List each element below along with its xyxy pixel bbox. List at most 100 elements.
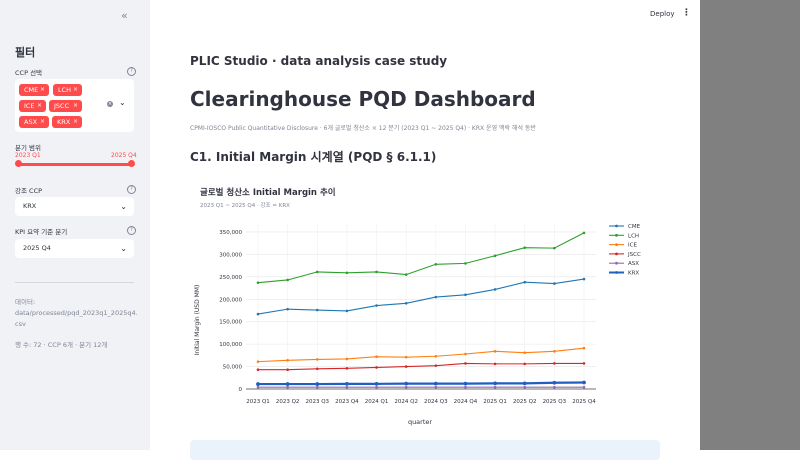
y-tick-label: 0	[239, 387, 243, 393]
data-point-cme	[286, 307, 289, 311]
deploy-button[interactable]: Deploy	[650, 10, 675, 18]
chart-subtitle: 2023 Q1 ~ 2025 Q4 · 강조 = KRX	[200, 202, 290, 209]
help-icon[interactable]: ?	[127, 67, 136, 76]
legend-label: ICE	[628, 243, 637, 249]
data-point-jscc	[375, 366, 378, 369]
data-point-jscc	[256, 368, 260, 372]
chip-asx[interactable]: ASX ×	[19, 116, 49, 128]
chip-lch[interactable]: LCH ×	[53, 84, 82, 96]
data-point-cme	[553, 282, 556, 285]
data-point-krx	[345, 381, 349, 386]
chip-label: JSCC	[54, 102, 70, 110]
sidebar-title: 필터	[15, 46, 36, 59]
series-line-cme	[257, 278, 585, 315]
kpi-quarter-label: KPI 요약 기준 분기	[15, 228, 68, 236]
legend-marker	[615, 252, 618, 256]
range-start-handle[interactable]	[15, 160, 22, 167]
main-content	[150, 0, 700, 450]
sidebar: « 필터 CCP 선택 ? CME × LCH × ICE × JSCC × ASX × …	[0, 0, 150, 450]
data-point-ice	[345, 357, 349, 361]
chip-cme[interactable]: CME ×	[19, 84, 49, 96]
data-label: 데이터:	[15, 298, 36, 306]
range-end-handle[interactable]	[128, 160, 135, 167]
y-tick-label: 100,000	[219, 342, 242, 348]
clear-all-icon[interactable]: ×	[107, 101, 113, 107]
data-point-ice	[434, 354, 438, 358]
data-point-cme	[464, 293, 467, 297]
data-point-lch	[286, 278, 289, 282]
y-tick-label: 150,000	[219, 320, 242, 326]
ccp-select-label: CCP 선택	[15, 69, 43, 77]
series-line-lch	[257, 232, 585, 284]
collapse-sidebar-icon[interactable]: «	[121, 9, 128, 22]
data-point-krx	[433, 381, 438, 386]
data-point-asx	[375, 385, 378, 389]
y-tick-label: 250,000	[219, 275, 242, 281]
y-tick-label: 300,000	[219, 252, 242, 258]
remove-icon[interactable]: ×	[72, 118, 78, 125]
data-point-jscc	[404, 365, 408, 368]
data-point-asx	[404, 385, 408, 389]
studio-title: PLIC Studio · data analysis case study	[190, 54, 448, 68]
remove-icon[interactable]: ×	[39, 118, 45, 125]
x-tick-label: 2024 Q1	[365, 399, 389, 405]
data-point-cme	[493, 288, 497, 291]
ccp-multiselect[interactable]: CME × LCH × ICE × JSCC × ASX × KRX × × ⌄	[15, 79, 134, 132]
data-point-asx	[582, 385, 586, 389]
section-title: C1. Initial Margin 시계열 (PQD § 6.1.1)	[190, 150, 437, 164]
x-tick-label: 2024 Q2	[394, 399, 418, 405]
legend-label: ASX	[628, 261, 639, 267]
data-point-ice	[464, 352, 467, 356]
data-point-asx	[493, 385, 497, 389]
data-point-asx	[286, 385, 289, 389]
data-point-krx	[522, 381, 527, 386]
remove-icon[interactable]: ×	[72, 102, 78, 109]
remove-icon[interactable]: ×	[72, 86, 78, 93]
x-tick-label: 2024 Q3	[424, 399, 448, 405]
data-path: data/processed/pqd_2023q1_2025q4.csv	[15, 309, 138, 328]
x-tick-label: 2023 Q4	[335, 399, 359, 405]
kpi-quarter-select[interactable]: 2025 Q4 ⌄	[15, 239, 134, 258]
chip-label: CME	[24, 86, 39, 94]
chip-jscc[interactable]: JSCC ×	[49, 100, 82, 112]
help-icon[interactable]: ?	[127, 185, 136, 194]
data-point-lch	[582, 231, 586, 235]
y-tick-label: 50,000	[223, 365, 243, 371]
legend-marker	[615, 233, 618, 237]
y-tick-label: 200,000	[219, 297, 242, 303]
data-point-krx	[552, 380, 557, 385]
data-point-jscc	[553, 362, 556, 365]
more-menu-icon[interactable]: ⋮	[682, 8, 691, 18]
data-point-ice	[582, 346, 586, 350]
y-axis-label: Initial Margin (USD MM)	[194, 285, 201, 356]
data-point-ice	[315, 358, 319, 361]
x-tick-label: 2025 Q1	[483, 399, 507, 405]
x-tick-label: 2023 Q3	[305, 399, 329, 405]
data-point-asx	[315, 385, 319, 389]
data-point-cme	[434, 295, 438, 299]
remove-icon[interactable]: ×	[39, 86, 45, 93]
data-point-cme	[523, 280, 527, 284]
help-icon[interactable]: ?	[127, 226, 136, 235]
legend-label: CME	[628, 224, 641, 230]
data-point-ice	[553, 350, 556, 353]
data-point-lch	[493, 254, 497, 258]
chip-krx[interactable]: KRX ×	[52, 116, 82, 128]
data-point-ice	[286, 358, 289, 362]
data-point-krx	[256, 382, 260, 386]
data-point-cme	[582, 277, 586, 281]
data-point-asx	[256, 385, 260, 389]
chip-ice[interactable]: ICE ×	[19, 100, 46, 112]
chip-label: KRX	[57, 118, 71, 126]
data-point-lch	[315, 270, 319, 274]
chevron-down-icon[interactable]: ⌄	[119, 98, 126, 107]
highlight-ccp-select[interactable]: KRX ⌄	[15, 197, 134, 216]
legend-label: KRX	[628, 271, 639, 277]
data-point-cme	[315, 308, 319, 312]
data-point-ice	[375, 355, 378, 358]
data-point-jscc	[523, 362, 527, 366]
remove-icon[interactable]: ×	[36, 102, 42, 109]
legend-label: LCH	[628, 233, 639, 239]
quarter-range-slider[interactable]	[17, 163, 132, 166]
data-point-lch	[404, 273, 408, 276]
